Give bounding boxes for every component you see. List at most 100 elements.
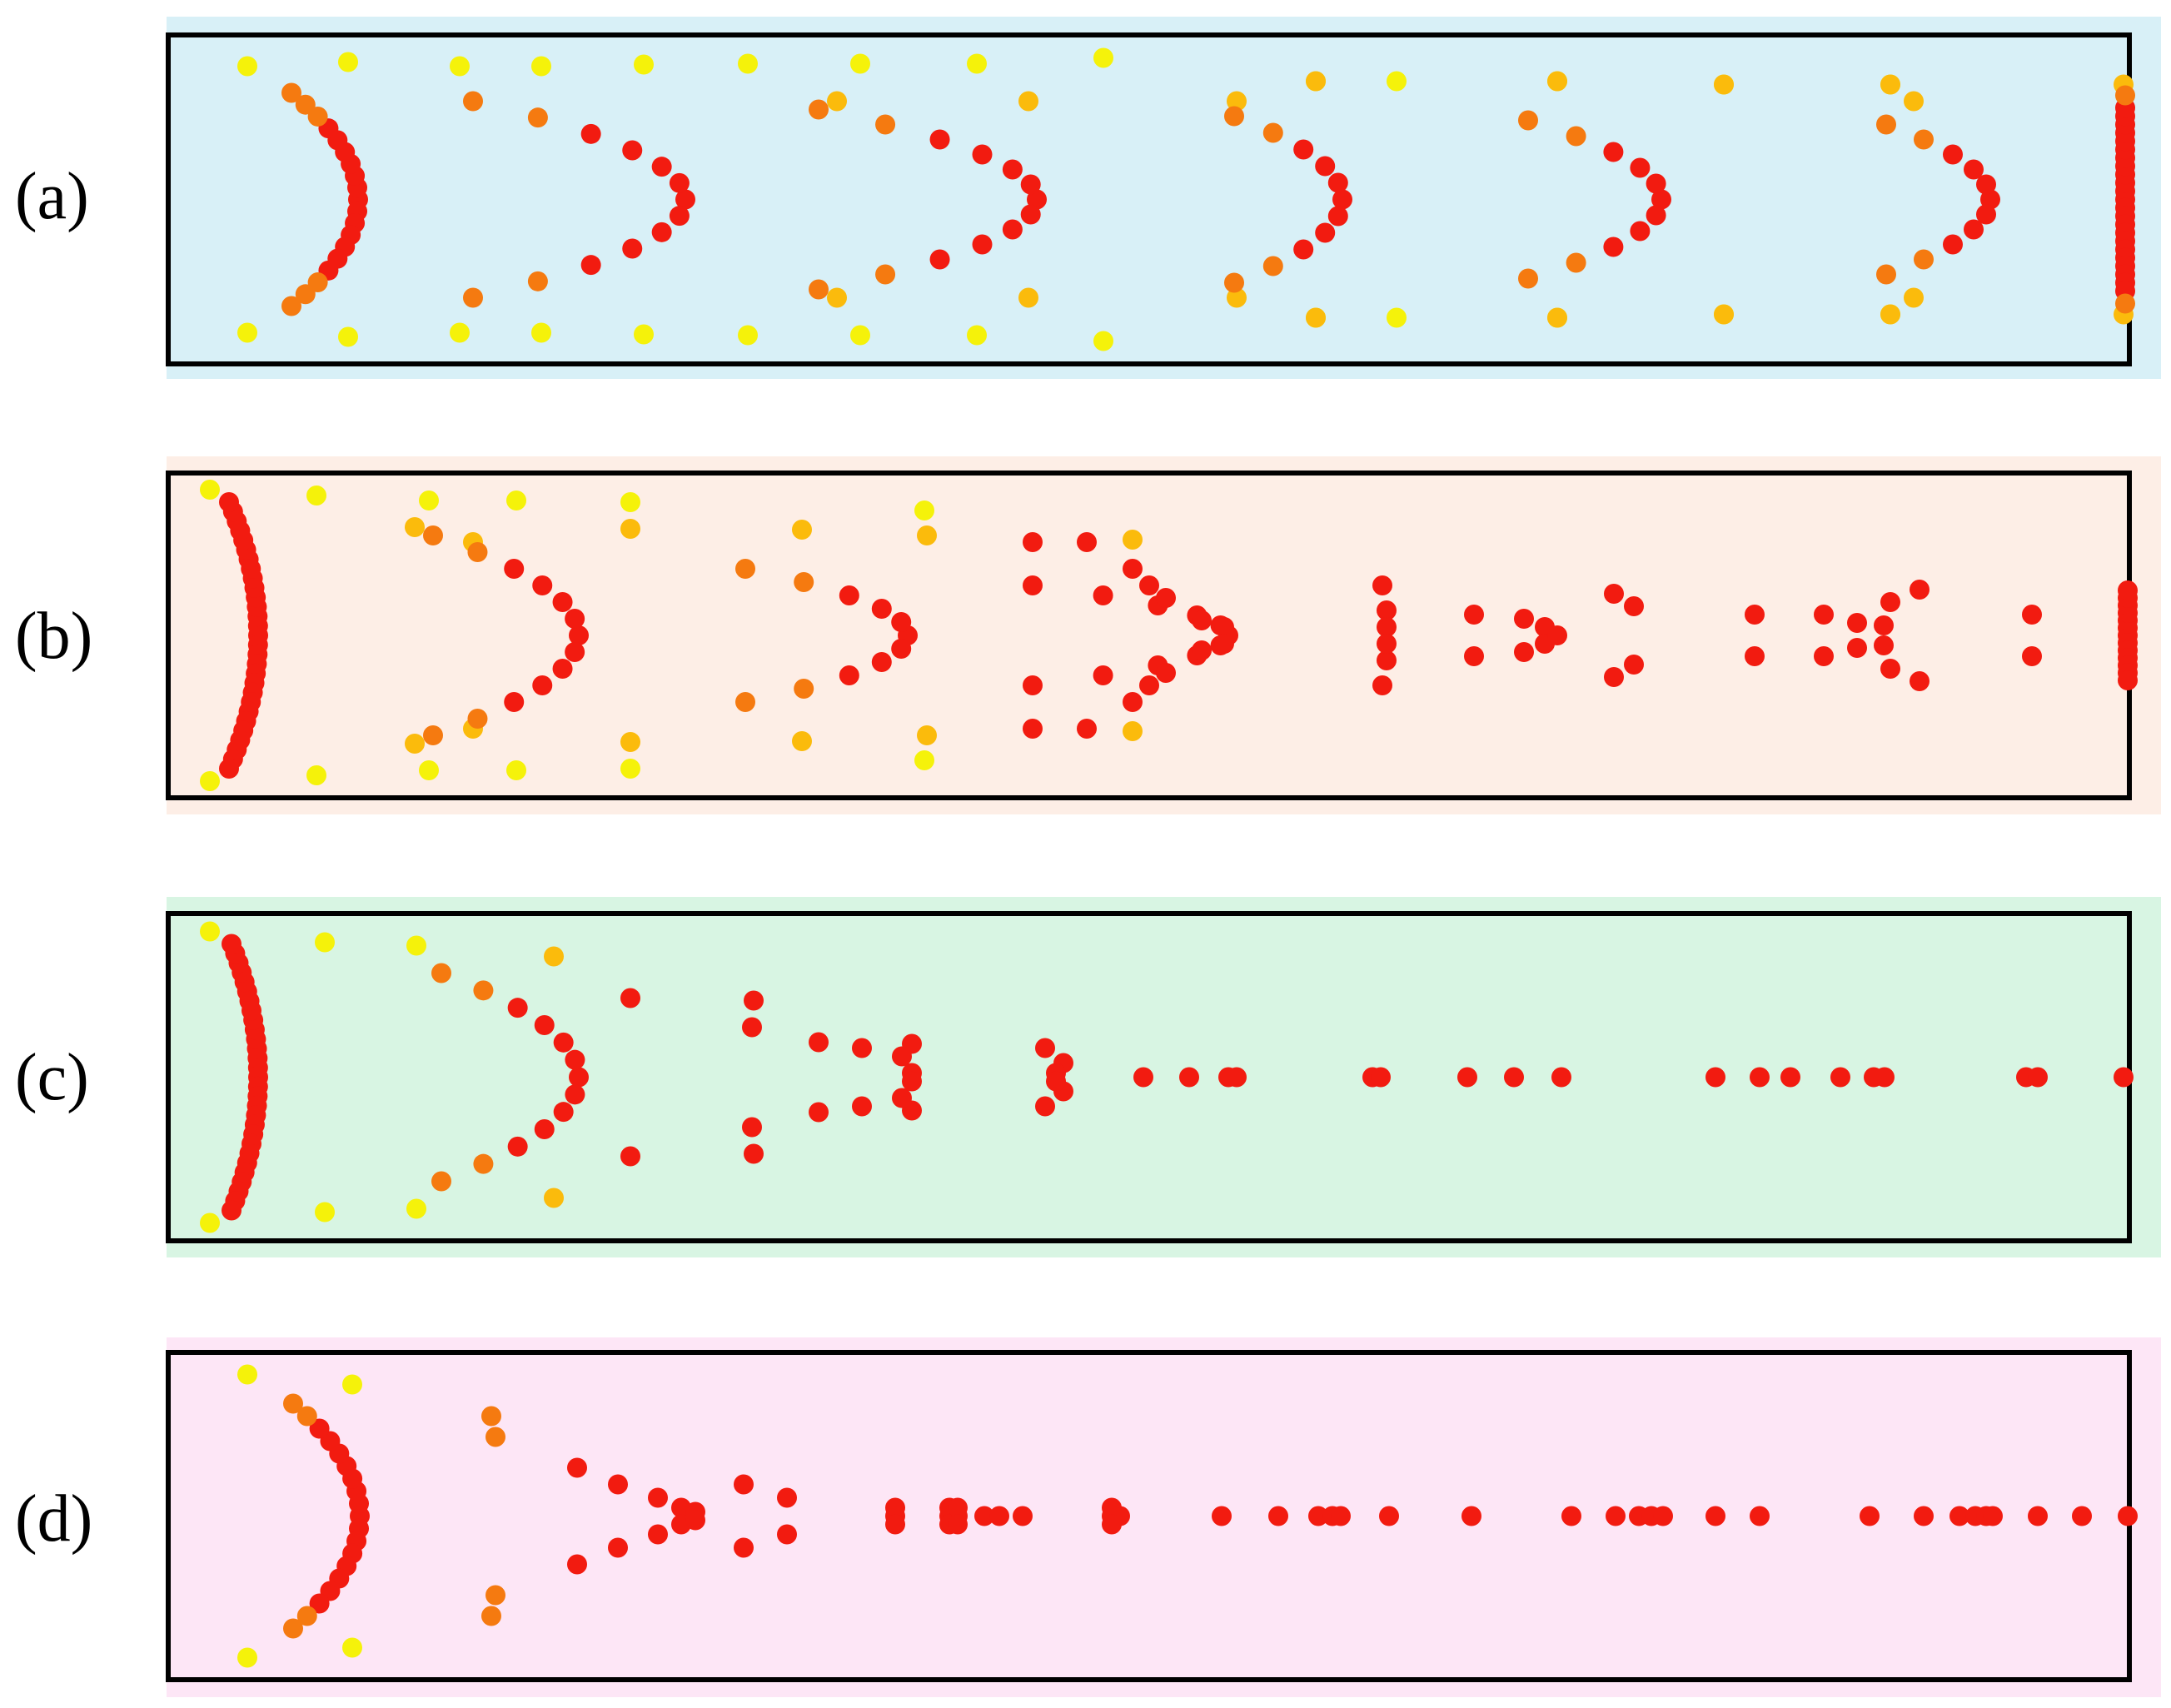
particle-dot: [1630, 157, 1651, 178]
panel-label: (a): [15, 160, 89, 233]
particle-dot: [852, 1038, 872, 1058]
particle-dot: [967, 325, 987, 346]
particle-dot: [1123, 721, 1143, 741]
particle-dot: [1949, 1506, 1969, 1526]
particle-dot: [1214, 634, 1234, 654]
particle-dot: [1377, 650, 1397, 670]
particle-dot: [1943, 144, 1963, 165]
particle-dot: [1780, 1067, 1800, 1088]
particle-dot: [1561, 1506, 1581, 1526]
particle-dot: [1705, 1506, 1725, 1526]
particle-dot: [1020, 174, 1041, 195]
particle-dot: [827, 91, 847, 112]
particle-dot: [1013, 1506, 1033, 1526]
particle-dot: [1464, 646, 1484, 666]
particle-dot: [1547, 307, 1567, 328]
particle-dot: [200, 921, 220, 942]
particle-dot: [1551, 1067, 1571, 1088]
particle-dot: [1514, 609, 1534, 629]
particle-dot: [1745, 605, 1765, 625]
particle-dot: [850, 325, 870, 346]
particle-dot: [1714, 304, 1734, 325]
particle-dot: [1315, 222, 1336, 243]
particle-dot: [902, 1071, 922, 1092]
particle-dot: [1980, 189, 2000, 210]
particle-dot: [1102, 1497, 1122, 1518]
particle-dot: [839, 585, 859, 605]
particle-dot: [1023, 719, 1043, 739]
particle-dot: [423, 525, 443, 545]
particle-dot: [315, 932, 335, 953]
particle-dot: [450, 322, 470, 343]
particle-dot: [1547, 625, 1567, 645]
particle-dot: [527, 271, 548, 291]
panel-label: (b): [15, 600, 92, 673]
particle-dot: [1372, 575, 1392, 595]
particle-dot: [1093, 585, 1113, 605]
particle-dot: [871, 599, 892, 619]
particle-dot: [675, 189, 695, 210]
particle-dot: [506, 490, 526, 510]
particle-dot: [738, 53, 758, 74]
particle-dot: [1156, 588, 1176, 608]
particle-dot: [485, 1427, 505, 1447]
particle-dot: [809, 99, 829, 120]
particle-dot: [1123, 692, 1143, 712]
particle-dot: [1023, 575, 1043, 595]
particle-dot: [738, 325, 758, 346]
particle-dot: [431, 1171, 451, 1192]
particle-dot: [735, 692, 755, 712]
particle-dot: [972, 144, 993, 165]
particle-dot: [1847, 613, 1867, 633]
particle-dot: [1379, 1506, 1399, 1526]
particle-dot: [481, 1406, 501, 1427]
particle-dot: [1910, 580, 1930, 600]
particle-dot: [891, 639, 912, 659]
particle-dot: [850, 53, 870, 74]
particle-dot: [309, 1418, 330, 1439]
panel-label: (d): [15, 1482, 92, 1556]
particle-dot: [1093, 331, 1113, 351]
particle-dot: [565, 1049, 585, 1070]
particle-dot: [744, 1143, 764, 1164]
particle-dot: [2115, 293, 2135, 314]
particle-dot: [1876, 114, 1896, 135]
particle-dot: [532, 675, 553, 695]
particle-dot: [431, 963, 451, 983]
panel-background: [167, 1337, 2161, 1697]
particle-dot: [405, 734, 425, 754]
particle-dot: [1018, 91, 1038, 112]
particle-dot: [463, 91, 483, 112]
particle-dot: [1604, 667, 1624, 687]
particle-dot: [1874, 635, 1894, 655]
particle-dot: [1315, 156, 1336, 177]
particle-dot: [1306, 71, 1326, 92]
particle-dot: [544, 1188, 564, 1208]
particle-dot: [1705, 1067, 1725, 1088]
particle-dot: [1002, 159, 1023, 180]
particle-dot: [852, 1096, 872, 1117]
particle-dot: [281, 82, 301, 103]
particle-dot: [467, 542, 488, 562]
particle-dot: [620, 759, 640, 779]
particle-dot: [534, 1119, 555, 1139]
particle-dot: [1002, 219, 1023, 240]
particle-dot: [1224, 106, 1244, 127]
particle-dot: [2114, 1067, 2134, 1088]
particle-dot: [794, 679, 814, 699]
particle-dot: [1293, 139, 1314, 160]
particle-dot: [544, 946, 564, 967]
particle-dot: [219, 492, 239, 512]
particle-dot: [1192, 610, 1212, 630]
particle-dot: [406, 1198, 426, 1219]
particle-dot: [531, 56, 551, 77]
particle-dot: [634, 54, 654, 75]
particle-dot: [2118, 1506, 2138, 1526]
particle-dot: [620, 519, 640, 539]
particle-dot: [1880, 659, 1900, 679]
particle-dot: [1630, 221, 1651, 242]
particle-dot: [948, 1514, 968, 1535]
panel-a: (a): [15, 17, 2161, 379]
particle-dot: [1035, 1096, 1055, 1117]
